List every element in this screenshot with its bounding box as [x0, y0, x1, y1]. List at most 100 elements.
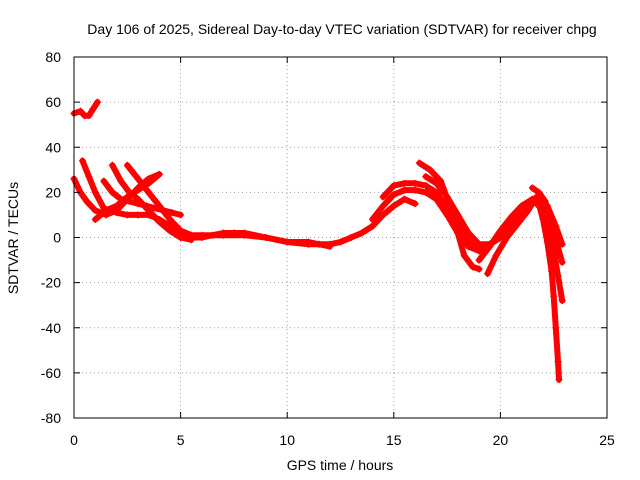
- data-series: [70, 98, 566, 384]
- y-tick-label: 80: [45, 49, 61, 65]
- x-axis-label: GPS time / hours: [287, 457, 394, 473]
- series-line: [416, 160, 483, 273]
- data-point-marker: [168, 209, 176, 217]
- data-point-marker: [326, 243, 334, 251]
- y-tick-label: -40: [41, 320, 61, 336]
- data-point-marker: [543, 238, 551, 246]
- data-point-marker: [100, 177, 108, 185]
- data-point-marker: [241, 229, 249, 237]
- data-point-marker: [91, 188, 99, 196]
- series-arc16: [528, 184, 566, 305]
- data-point-marker: [411, 200, 419, 208]
- y-tick-label: -20: [41, 275, 61, 291]
- data-point-marker: [219, 229, 227, 237]
- data-point-marker: [484, 270, 492, 278]
- y-tick-label: 60: [45, 94, 61, 110]
- x-tick-label: 0: [70, 432, 78, 448]
- data-point-marker: [507, 213, 515, 221]
- data-point-marker: [422, 182, 430, 190]
- data-point-marker: [155, 170, 163, 178]
- data-point-marker: [469, 263, 477, 271]
- axis-ticks: [73, 56, 608, 419]
- data-point-marker: [145, 206, 153, 214]
- data-point-marker: [550, 292, 558, 300]
- data-point-marker: [464, 229, 472, 237]
- data-point-marker: [528, 195, 536, 203]
- data-point-marker: [368, 215, 376, 223]
- data-point-marker: [535, 200, 543, 208]
- data-point-marker: [85, 112, 93, 120]
- x-axis-tick-labels: 0 5 10 15 20 25: [70, 432, 615, 448]
- data-point-marker: [400, 179, 408, 187]
- plot-frame: [73, 56, 608, 419]
- data-point-marker: [496, 227, 504, 235]
- data-point-marker: [422, 188, 430, 196]
- data-point-marker: [91, 206, 99, 214]
- data-point-marker: [541, 197, 549, 205]
- x-tick-label: 20: [493, 432, 509, 448]
- series-arc17: [535, 200, 563, 384]
- data-point-marker: [368, 222, 376, 230]
- data-point-marker: [539, 215, 547, 223]
- data-point-marker: [554, 272, 562, 280]
- data-point-marker: [347, 234, 355, 241]
- data-point-marker: [535, 188, 543, 196]
- data-point-marker: [134, 195, 142, 203]
- data-point-marker: [83, 197, 91, 205]
- data-point-marker: [411, 186, 419, 194]
- data-point-marker: [558, 297, 566, 305]
- data-point-marker: [117, 177, 125, 185]
- data-point-marker: [91, 215, 99, 223]
- y-tick-label: 20: [45, 184, 61, 200]
- data-point-marker: [528, 184, 536, 192]
- data-point-marker: [113, 202, 121, 210]
- data-point-marker: [134, 175, 142, 183]
- data-point-marker: [134, 211, 142, 219]
- data-point-marker: [475, 265, 483, 273]
- data-point-marker: [558, 258, 566, 266]
- x-tick-label: 15: [386, 432, 402, 448]
- data-point-marker: [113, 209, 121, 217]
- chart-title: Day 106 of 2025, Sidereal Day-to-day VTE…: [87, 21, 596, 37]
- data-point-marker: [379, 193, 387, 201]
- data-point-marker: [177, 234, 185, 241]
- grid-lines: [74, 57, 607, 418]
- data-point-marker: [93, 98, 101, 106]
- data-point-marker: [262, 234, 270, 241]
- data-point-marker: [134, 186, 142, 194]
- data-point-marker: [379, 202, 387, 210]
- series-arc14: [484, 193, 566, 278]
- y-tick-label: 0: [53, 230, 61, 246]
- data-point-marker: [552, 324, 560, 332]
- series-line: [535, 200, 562, 383]
- data-point-marker: [108, 188, 116, 196]
- data-point-marker: [415, 159, 423, 167]
- data-point-marker: [166, 227, 174, 235]
- data-point-marker: [155, 202, 163, 210]
- data-point-marker: [545, 215, 553, 223]
- data-point-marker: [209, 231, 217, 239]
- data-point-marker: [123, 211, 131, 219]
- data-point-marker: [145, 179, 153, 187]
- data-point-marker: [555, 376, 563, 384]
- data-point-marker: [475, 256, 483, 264]
- data-point-marker: [390, 182, 398, 190]
- y-axis-label: SDTVAR / TECUs: [5, 182, 21, 294]
- data-point-marker: [102, 206, 110, 214]
- data-point-marker: [379, 211, 387, 219]
- data-point-marker: [464, 238, 472, 246]
- data-point-marker: [79, 157, 87, 165]
- data-point-marker: [123, 161, 131, 169]
- data-point-marker: [337, 238, 344, 246]
- data-point-marker: [390, 191, 398, 199]
- data-point-marker: [492, 252, 500, 260]
- data-point-marker: [513, 220, 521, 228]
- data-point-marker: [390, 202, 398, 210]
- x-tick-label: 25: [599, 432, 615, 448]
- data-point-marker: [503, 234, 511, 241]
- data-point-marker: [524, 206, 532, 214]
- data-point-marker: [432, 179, 440, 187]
- data-point-marker: [155, 218, 163, 226]
- series-arc7: [91, 170, 163, 223]
